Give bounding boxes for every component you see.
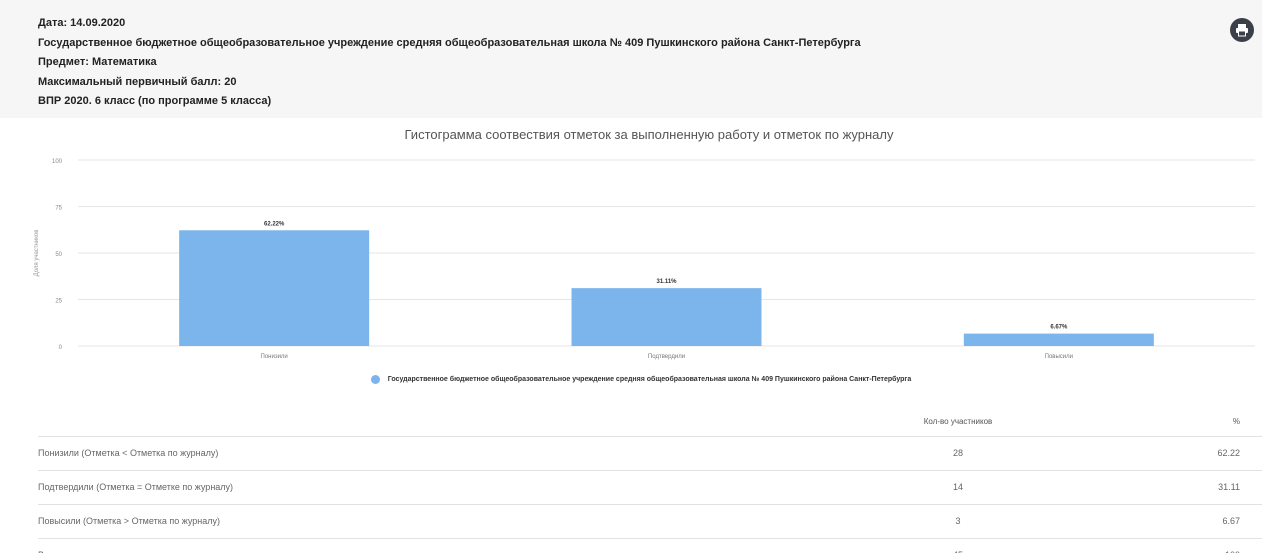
- row-percent: 31.11: [1158, 470, 1262, 505]
- print-export-icon: [1236, 24, 1248, 37]
- legend-label[interactable]: Государственное бюджетное общеобразовате…: [387, 376, 912, 383]
- row-percent: 6.67: [1158, 504, 1262, 539]
- y-axis-label: Доля участников: [34, 230, 40, 277]
- header-cell-label: [38, 408, 758, 437]
- report-header: Дата: 14.09.2020 Государственное бюджетн…: [0, 0, 1262, 118]
- row-label: Всего: [38, 538, 758, 553]
- row-count: 14: [758, 470, 1158, 505]
- export-button[interactable]: [1230, 18, 1254, 42]
- bar: [963, 333, 1154, 346]
- bar: [571, 288, 762, 346]
- bar: [179, 230, 370, 346]
- results-table: Кол-во участников % Понизили (Отметка < …: [38, 408, 1262, 553]
- y-tick-label: 0: [59, 345, 63, 351]
- row-percent: 62.22: [1158, 436, 1262, 471]
- y-tick-label: 100: [52, 159, 63, 165]
- chart-legend[interactable]: Государственное бюджетное общеобразовате…: [0, 375, 1262, 384]
- bar-chart: 0 25 50 75 100 Доля участников 62.22% Понизили 3…: [34, 159, 1255, 360]
- data-label: 6.67%: [1050, 325, 1068, 331]
- row-percent: 100: [1158, 538, 1262, 553]
- row-label: Подтвердили (Отметка = Отметке по журнал…: [38, 470, 758, 505]
- data-label: 62.22%: [264, 221, 285, 227]
- row-count: 45: [758, 538, 1158, 553]
- table-row: Понизили (Отметка < Отметка по журналу) …: [38, 436, 1262, 471]
- table-row-total: Всего 45 100: [38, 538, 1262, 553]
- report-date: Дата: 14.09.2020: [38, 17, 126, 29]
- data-label: 31.11%: [656, 279, 677, 285]
- subject-line: Предмет: Математика: [38, 56, 157, 68]
- header-cell-count: Кол-во участников: [758, 408, 1158, 437]
- max-score-line: Максимальный первичный балл: 20: [38, 75, 237, 88]
- table-header-row: Кол-во участников %: [38, 408, 1262, 437]
- row-count: 28: [758, 436, 1158, 471]
- chart-title: Гистограмма соотвествия отметок за выпол…: [404, 127, 894, 142]
- y-tick-label: 50: [55, 252, 62, 258]
- y-tick-label: 75: [55, 206, 62, 212]
- x-tick-label: Подтвердили: [648, 354, 685, 360]
- y-tick-label: 25: [55, 299, 62, 305]
- legend-marker[interactable]: [370, 375, 380, 384]
- x-tick-label: Понизили: [261, 354, 288, 360]
- row-label: Повысили (Отметка > Отметка по журналу): [38, 504, 758, 539]
- school-name: Государственное бюджетное общеобразовате…: [38, 36, 861, 49]
- table-row: Подтвердили (Отметка = Отметке по журнал…: [38, 470, 1262, 505]
- row-count: 3: [758, 504, 1158, 539]
- table-row: Повысили (Отметка > Отметка по журналу) …: [38, 504, 1262, 539]
- x-tick-label: Повысили: [1045, 354, 1073, 360]
- header-cell-percent: %: [1158, 408, 1262, 437]
- row-label: Понизили (Отметка < Отметка по журналу): [38, 436, 758, 471]
- exam-line: ВПР 2020. 6 класс (по программе 5 класса…: [38, 95, 272, 107]
